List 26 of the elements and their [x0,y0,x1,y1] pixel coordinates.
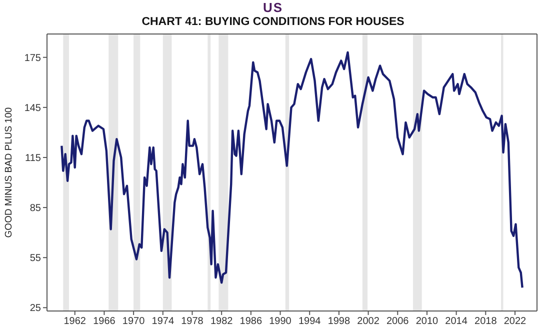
x-tick-label: 2014 [445,316,468,327]
x-tick-label: 1982 [210,316,234,327]
x-tick-label: 1998 [328,316,351,327]
chart-title: US [262,0,284,15]
y-tick-label: 115 [25,153,42,164]
y-tick-label: 55 [30,253,42,264]
x-tick-label: 1970 [122,316,146,327]
x-tick-label: 2022 [504,316,527,327]
x-tick-label: 1974 [152,316,174,327]
x-tick-label: 2018 [474,316,498,327]
line-series [60,51,524,289]
chart-subtitle: CHART 41: BUYING CONDITIONS FOR HOUSES [140,15,406,29]
x-tick-label: 1986 [240,316,262,327]
x-tick-label: 2006 [386,316,410,327]
x-tick-label: 1990 [269,316,292,327]
y-axis-title: GOOD MINUS BAD PLUS 100 [3,107,14,238]
y-tick-label: 175 [24,52,42,64]
y-tick-label: 25 [30,303,42,314]
x-tick-label: 1962 [64,316,86,327]
x-tick-label: 1966 [93,316,116,327]
x-tick-label: 2002 [357,316,380,327]
x-tick-label: 2010 [416,316,439,327]
x-tick-label: 1994 [298,316,322,327]
y-tick-label: 85 [30,203,42,214]
x-tick-label: 1978 [181,316,204,327]
y-tick-label: 145 [24,102,42,114]
